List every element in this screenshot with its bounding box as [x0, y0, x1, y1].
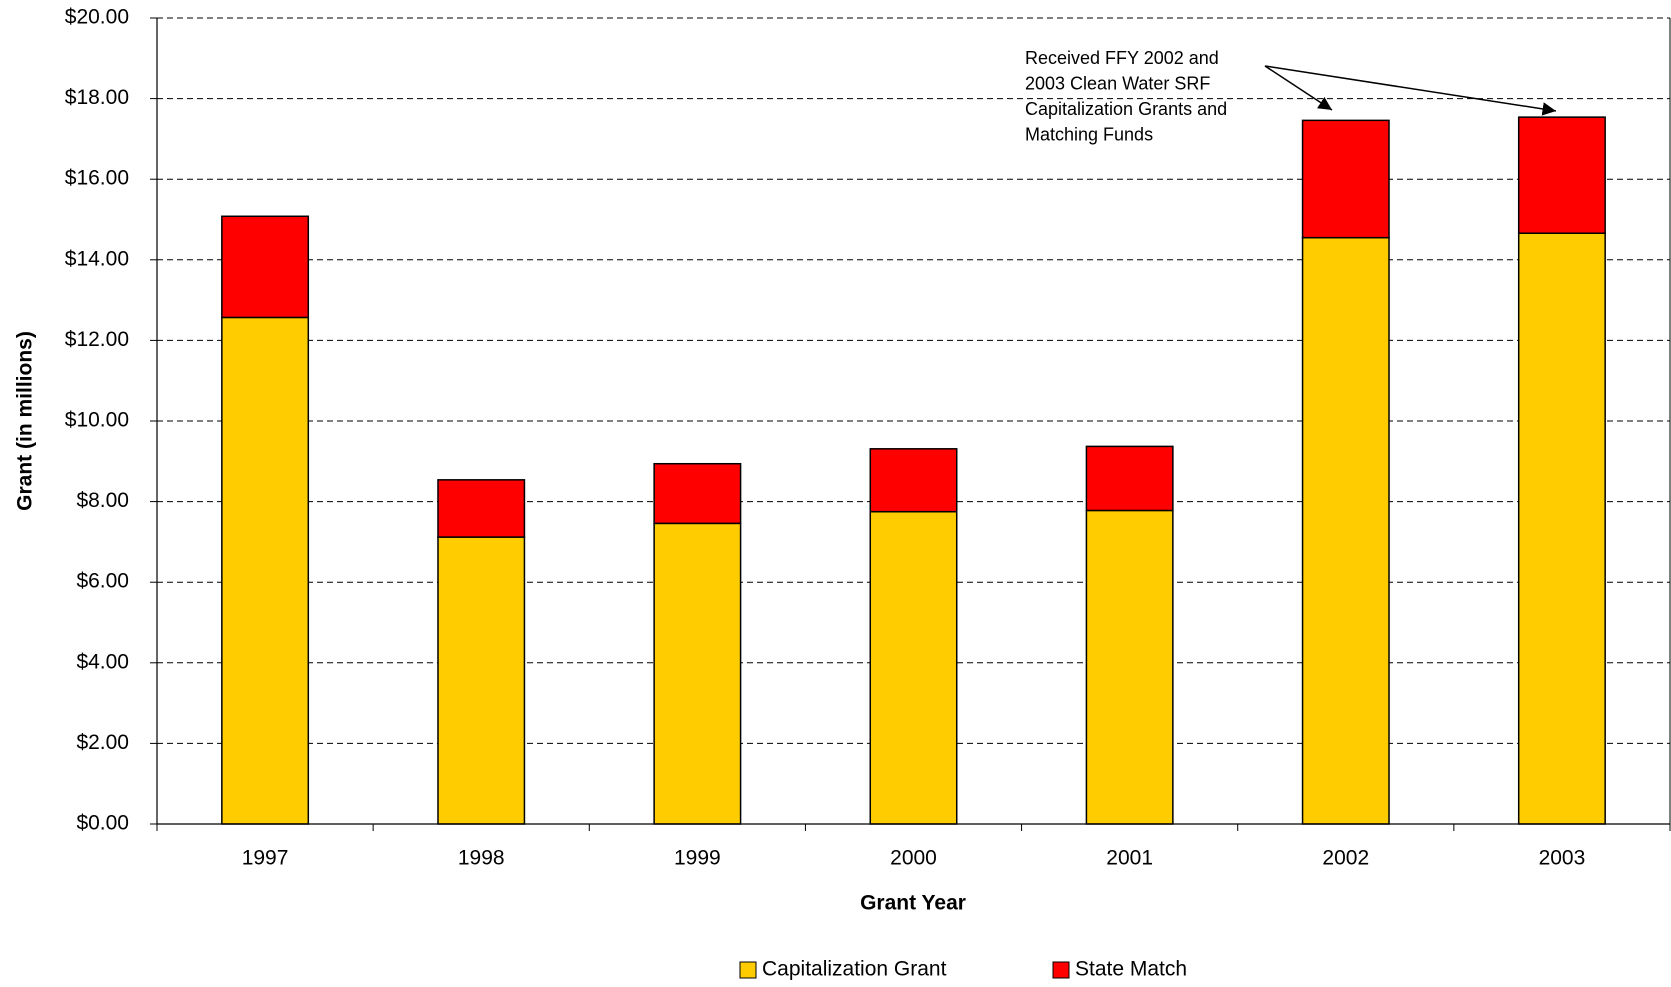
y-tick-label: $2.00	[76, 731, 129, 754]
y-tick-label: $12.00	[65, 328, 129, 351]
legend-label: Capitalization Grant	[762, 958, 947, 981]
annotation-text: Received FFY 2002 and	[1025, 48, 1219, 68]
y-tick-label: $4.00	[76, 650, 129, 673]
bar-segment	[221, 316, 310, 825]
x-tick-label: 1997	[242, 847, 289, 870]
y-tick-label: $10.00	[65, 409, 129, 432]
x-tick-label: 2002	[1322, 847, 1369, 870]
annotation-text: Matching Funds	[1025, 124, 1153, 144]
bar-segment	[1085, 445, 1174, 512]
bar-segment	[869, 510, 958, 825]
annotation-text: Capitalization Grants and	[1025, 99, 1227, 119]
y-tick-label: $16.00	[65, 167, 129, 190]
y-axis-title: Grant (in millions)	[14, 331, 37, 511]
annotation-text: 2003 Clean Water SRF	[1025, 73, 1210, 93]
bar-segment	[1301, 119, 1390, 239]
bar-segment	[1301, 236, 1390, 825]
bar-segment	[1517, 232, 1606, 825]
legend-swatch	[1052, 961, 1070, 979]
bar-segment	[653, 522, 742, 825]
x-tick-label: 2001	[1106, 847, 1153, 870]
x-tick-label: 1999	[674, 847, 721, 870]
bar-segment	[221, 215, 310, 319]
annotation-arrow	[1264, 65, 1557, 116]
y-tick-label: $14.00	[65, 247, 129, 270]
y-tick-label: $6.00	[76, 570, 129, 593]
x-tick-label: 2003	[1539, 847, 1586, 870]
bar-segment	[1517, 116, 1606, 234]
legend-label: State Match	[1075, 958, 1187, 981]
y-tick-label: $8.00	[76, 489, 129, 512]
y-tick-label: $20.00	[65, 6, 129, 29]
x-axis-title: Grant Year	[860, 892, 966, 915]
y-tick-label: $18.00	[65, 86, 129, 109]
bar-segment	[869, 448, 958, 513]
bar-segment	[437, 536, 526, 825]
bar-segment	[437, 479, 526, 538]
y-tick-label: $0.00	[76, 812, 129, 835]
x-tick-label: 1998	[458, 847, 505, 870]
bar-segment	[653, 462, 742, 525]
x-tick-label: 2000	[890, 847, 937, 870]
bar-segment	[1085, 509, 1174, 825]
annotation-arrow	[1264, 65, 1333, 111]
legend-swatch	[739, 961, 757, 979]
